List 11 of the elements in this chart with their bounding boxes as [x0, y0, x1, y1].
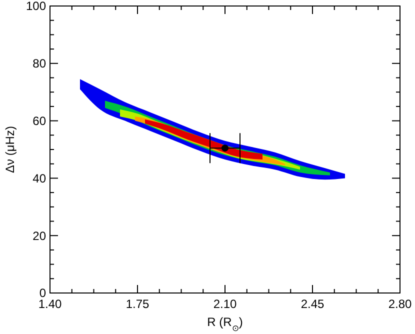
x-tick-label: 2.45 [300, 297, 324, 311]
y-axis-title: Δν (μHz) [3, 126, 17, 173]
y-tick-label: 20 [32, 228, 46, 243]
y-tick-label: 80 [32, 56, 46, 71]
x-tick-label: 1.75 [126, 297, 150, 311]
y-tick-label: 60 [32, 114, 46, 128]
x-tick-label: 2.10 [213, 297, 237, 311]
y-tick-label: 100 [26, 0, 46, 14]
x-tick-label: 2.80 [388, 297, 412, 311]
y-tick-label: 40 [32, 171, 46, 186]
x-axis-title: R (R$_{⊙}$) [207, 315, 243, 333]
